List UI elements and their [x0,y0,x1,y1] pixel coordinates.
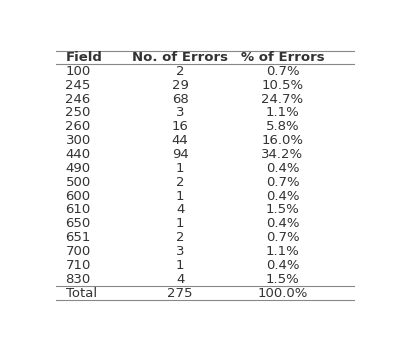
Text: 34.2%: 34.2% [262,148,304,161]
Text: 4: 4 [176,273,184,286]
Text: 2: 2 [176,176,184,189]
Text: 650: 650 [66,217,91,230]
Text: 700: 700 [66,245,91,258]
Text: 16.0%: 16.0% [262,134,304,147]
Text: 1: 1 [176,259,184,272]
Text: 3: 3 [176,106,184,119]
Text: 1: 1 [176,190,184,203]
Text: 10.5%: 10.5% [262,79,304,92]
Text: 610: 610 [66,203,91,216]
Text: Field: Field [66,51,102,64]
Text: 490: 490 [66,162,91,175]
Text: 44: 44 [172,134,188,147]
Text: 94: 94 [172,148,188,161]
Text: 500: 500 [66,176,91,189]
Text: No. of Errors: No. of Errors [132,51,228,64]
Text: 100.0%: 100.0% [257,287,308,300]
Text: 246: 246 [66,92,91,106]
Text: 5.8%: 5.8% [266,120,299,133]
Text: 0.4%: 0.4% [266,217,299,230]
Text: Total: Total [66,287,97,300]
Text: 1: 1 [176,162,184,175]
Text: 100: 100 [66,65,91,78]
Text: 24.7%: 24.7% [262,92,304,106]
Text: 830: 830 [66,273,91,286]
Text: 0.4%: 0.4% [266,259,299,272]
Text: 440: 440 [66,148,91,161]
Text: 1.1%: 1.1% [266,245,299,258]
Text: % of Errors: % of Errors [241,51,324,64]
Text: 3: 3 [176,245,184,258]
Text: 250: 250 [66,106,91,119]
Text: 0.4%: 0.4% [266,162,299,175]
Text: 275: 275 [168,287,193,300]
Text: 4: 4 [176,203,184,216]
Text: 0.7%: 0.7% [266,231,299,244]
Text: 0.7%: 0.7% [266,65,299,78]
Text: 1.5%: 1.5% [266,273,299,286]
Text: 300: 300 [66,134,91,147]
Text: 651: 651 [66,231,91,244]
Text: 1.1%: 1.1% [266,106,299,119]
Text: 260: 260 [66,120,91,133]
Text: 600: 600 [66,190,91,203]
Text: 0.7%: 0.7% [266,176,299,189]
Text: 2: 2 [176,231,184,244]
Text: 710: 710 [66,259,91,272]
Text: 16: 16 [172,120,189,133]
Text: 0.4%: 0.4% [266,190,299,203]
Text: 245: 245 [66,79,91,92]
Text: 68: 68 [172,92,188,106]
Text: 2: 2 [176,65,184,78]
Text: 29: 29 [172,79,189,92]
Text: 1: 1 [176,217,184,230]
Text: 1.5%: 1.5% [266,203,299,216]
